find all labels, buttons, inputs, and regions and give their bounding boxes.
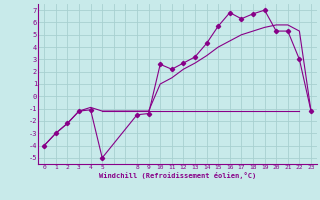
X-axis label: Windchill (Refroidissement éolien,°C): Windchill (Refroidissement éolien,°C): [99, 172, 256, 179]
